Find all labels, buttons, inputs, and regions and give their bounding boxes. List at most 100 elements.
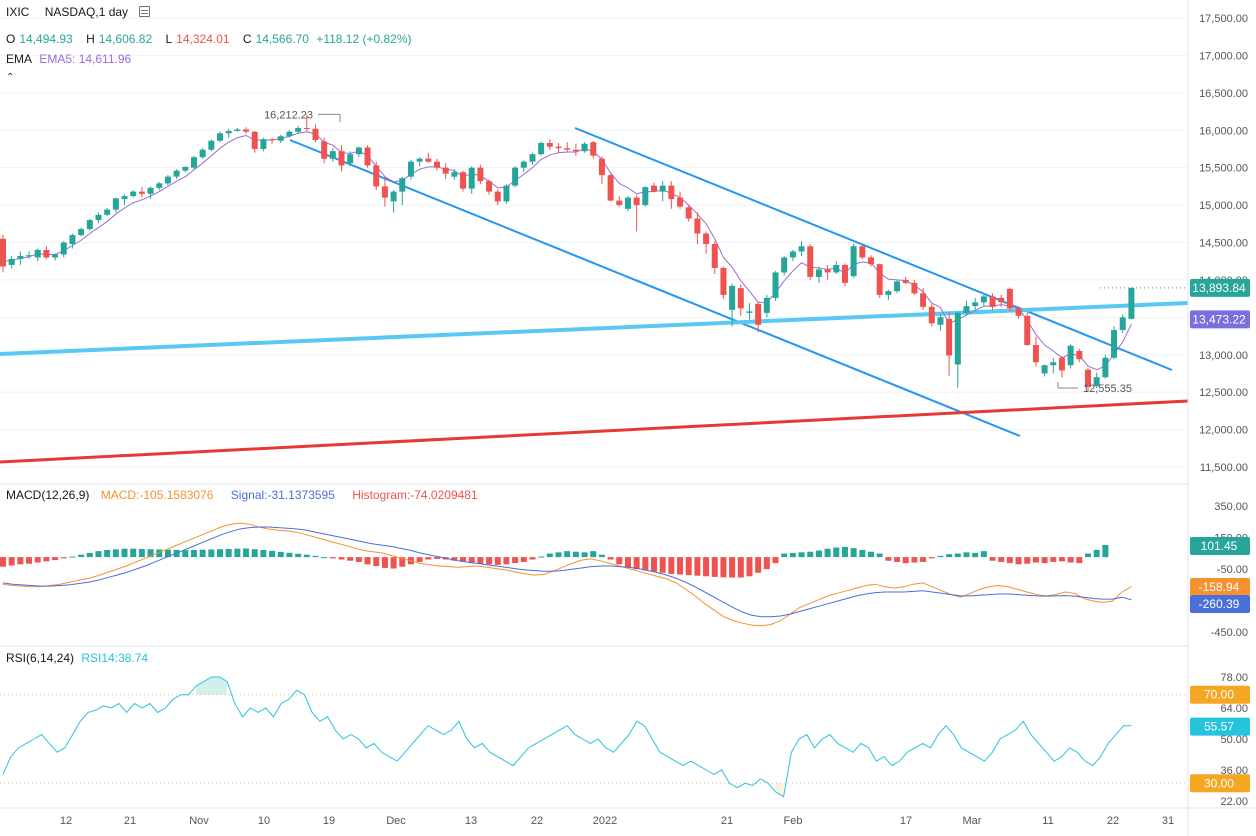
macd-hist-bar (60, 557, 67, 559)
candle-body (347, 154, 354, 164)
macd-name[interactable]: MACD(12,26,9) (6, 488, 90, 502)
rsi-y-axis[interactable]: 78.00 64.00 50.00 36.00 22.00 70.00 55.57 30.00 (1190, 672, 1250, 808)
candle-body (0, 238, 6, 267)
x-tick-label: 22 (531, 815, 543, 827)
rsi-badge-bg (1190, 717, 1250, 736)
candle-body (564, 148, 571, 150)
macd-hist-bar (34, 557, 41, 563)
macd-hist-bar (243, 548, 250, 558)
macd-hist-bar (590, 551, 597, 558)
rsi-y-tick: 36.00 (1220, 765, 1248, 777)
price-candles (0, 114, 1135, 393)
candle-body (373, 165, 380, 187)
macd-hist-bar (1058, 557, 1065, 562)
macd-y-tick: -50.00 (1217, 564, 1248, 576)
trendline-channel-upper (574, 127, 1173, 371)
macd-hist-bar (989, 557, 996, 561)
x-tick-label: 11 (1042, 815, 1053, 827)
candle-body (312, 128, 319, 140)
candle-body (911, 282, 918, 294)
close-label: C (242, 32, 252, 46)
price-y-axis[interactable]: 17,500.00 17,000.00 16,500.00 16,000.00 15,5… (1190, 13, 1250, 474)
candle-body (355, 147, 362, 155)
rsi-y-tick: 78.00 (1220, 672, 1248, 684)
macd-hist-bar (217, 549, 223, 558)
macd-hist-bar (677, 557, 684, 575)
macd-hist-bar (642, 557, 649, 571)
macd-hist-bar (885, 557, 892, 561)
candle-body (156, 183, 163, 188)
candle-body (364, 147, 371, 166)
candle-body (1128, 287, 1135, 319)
macd-hist-bar (355, 557, 362, 562)
candle-body (798, 246, 805, 252)
macd-hist-bar (1085, 553, 1091, 558)
rsi-name[interactable]: RSI(6,14,24) (6, 651, 75, 665)
symbol-name[interactable]: IXIC (6, 5, 30, 19)
settings-icon[interactable] (139, 6, 151, 17)
candle-body (86, 220, 93, 230)
histogram-value: Histogram:-74.0209481 (352, 488, 478, 502)
trendline-channel-lower (289, 139, 1021, 437)
candle-body (434, 161, 440, 168)
rsi-badge: 55.57 (1204, 720, 1234, 734)
candle-body (1085, 369, 1091, 387)
macd-hist-bar (616, 557, 623, 565)
macd-hist-bar (920, 557, 927, 562)
macd-hist-bar (859, 549, 866, 558)
collapse-icon[interactable]: ⌃ (6, 72, 15, 83)
macd-hist-bar (1006, 557, 1013, 564)
price-trendlines[interactable] (0, 127, 1189, 464)
macd-hist-bar (486, 557, 493, 565)
macd-hist-bar (147, 549, 154, 558)
price-y-tick: 17,500.00 (1199, 13, 1248, 25)
ema-label[interactable]: EMA (6, 52, 33, 66)
candle-body (1119, 317, 1126, 331)
candle-body (720, 267, 727, 295)
macd-y-axis[interactable]: 350.00150.00-50.00-250.00-450.00101.45-1… (1190, 501, 1250, 639)
candle-body (876, 264, 883, 295)
macd-hist-bar (633, 557, 640, 570)
candle-body (78, 229, 85, 236)
macd-hist-bar (112, 549, 119, 558)
macd-hist-bar (711, 557, 718, 577)
x-tick-label: Feb (784, 815, 803, 827)
macd-hist-bar (703, 557, 710, 577)
candle-body (1067, 345, 1074, 366)
candle-body (60, 242, 67, 255)
high-label: H (86, 32, 95, 46)
rsi14-polyline (2, 676, 1132, 798)
x-tick-label: 31 (1162, 815, 1174, 827)
macd-hist-bar (694, 557, 701, 576)
candle-body (954, 312, 961, 365)
candle-body (451, 172, 458, 177)
candle-body (746, 311, 753, 313)
candle-body (260, 139, 267, 149)
ema-legend: EMA EMA5: 14,611.96 (6, 52, 135, 66)
macd-hist-bar (190, 549, 197, 558)
candle-body (277, 136, 284, 141)
candle-body (555, 146, 562, 149)
candle-body (112, 198, 119, 210)
candle-body (642, 187, 649, 206)
candle-body (295, 128, 302, 132)
macd-lines (2, 522, 1132, 627)
x-axis[interactable]: 12 21 Nov 10 19 Dec 13 22 2022 21 Feb 17 Mar 11 22 31 (60, 815, 1174, 827)
macd-histogram (0, 545, 1109, 578)
candle-body (841, 264, 848, 283)
x-tick-label: 13 (465, 815, 477, 827)
macd-hist-bar (321, 557, 328, 559)
candle-body (8, 258, 15, 265)
candle-body (512, 167, 519, 186)
macd-hist-bar (260, 549, 267, 558)
candle-body (546, 142, 553, 147)
macd-hist-bar (251, 549, 258, 558)
candle-body (763, 297, 770, 313)
macd-hist-bar (434, 557, 440, 559)
candle-body (989, 296, 996, 307)
candle-body (69, 235, 76, 244)
candle-body (243, 129, 250, 132)
candle-body (34, 249, 41, 258)
macd-hist-bar (425, 557, 432, 560)
